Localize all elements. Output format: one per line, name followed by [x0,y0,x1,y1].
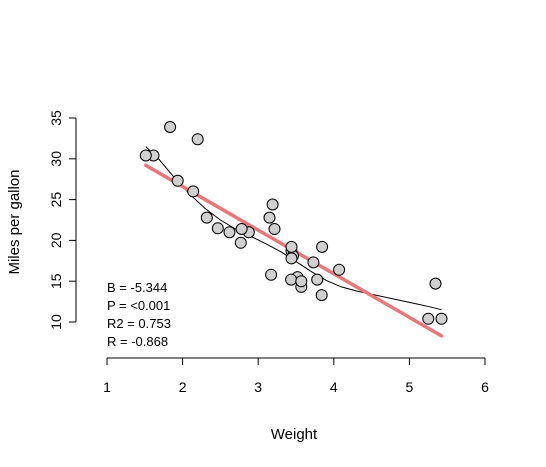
data-point [307,256,320,269]
data-point [171,174,184,187]
data-point [263,211,276,224]
data-point [187,185,200,198]
x-tick-label: 4 [330,379,338,395]
x-tick-label: 1 [103,379,111,395]
data-point [285,252,298,265]
data-point [139,149,152,162]
data-point [234,236,247,249]
y-tick-label: 15 [48,273,64,289]
stats-annotation: B = -5.344 P = <0.001 R2 = 0.753 R = -0.… [107,280,171,349]
data-point [211,222,224,235]
x-axis-title: Weight [271,426,318,443]
points-layer [139,121,448,325]
data-point [200,211,213,224]
data-point [265,268,278,281]
data-point [235,223,248,235]
data-point [311,273,324,286]
y-axis-title: Miles per gallon [6,169,23,274]
stat-b: B = -5.344 [107,280,167,295]
data-point [268,223,281,235]
x-tick-label: 2 [179,379,187,395]
data-point [422,312,435,325]
stat-r2: R2 = 0.753 [107,316,171,331]
data-point [435,312,448,325]
data-point [429,277,442,290]
data-point [315,289,328,302]
y-axis: 10 15 20 25 30 35 [48,110,77,330]
data-point [191,133,204,146]
x-tick-label: 3 [254,379,262,395]
data-point [285,273,298,286]
x-tick-label: 5 [406,379,414,395]
y-tick-label: 25 [48,192,64,208]
stat-p: P = <0.001 [107,298,170,313]
y-tick-label: 20 [48,232,64,248]
data-point [164,121,177,133]
smooth-curve-layer [145,146,442,311]
y-tick-label: 35 [48,110,64,126]
data-point [266,198,279,211]
data-point [333,263,346,276]
data-point [316,240,329,253]
data-point [285,240,298,253]
data-point [223,226,236,239]
x-tick-label: 6 [481,379,489,395]
y-tick-label: 10 [48,314,64,330]
y-tick-label: 30 [48,151,64,167]
x-axis: 1 2 3 4 5 6 [103,357,489,395]
smooth-curve [145,146,442,311]
stat-r: R = -0.868 [107,334,168,349]
data-point [295,275,308,288]
